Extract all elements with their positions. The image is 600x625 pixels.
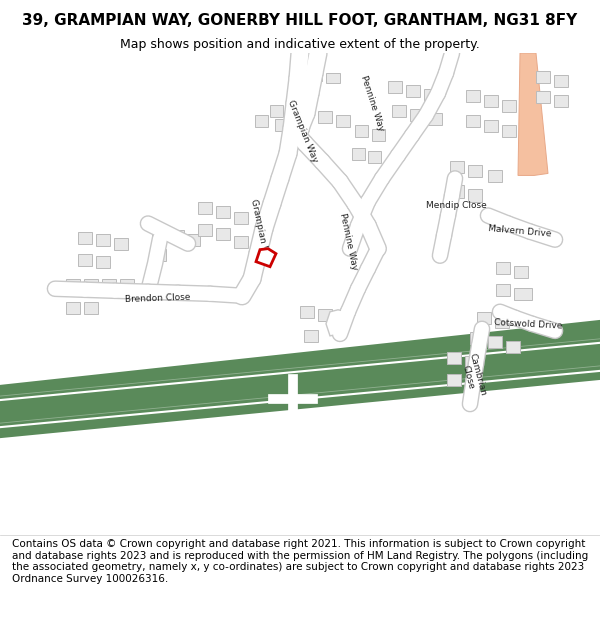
Polygon shape: [424, 89, 438, 101]
Polygon shape: [326, 73, 340, 83]
Text: Pennine Way: Pennine Way: [359, 74, 385, 132]
Polygon shape: [450, 186, 464, 198]
Text: Mendip Close: Mendip Close: [425, 201, 487, 210]
Polygon shape: [488, 171, 502, 182]
Polygon shape: [484, 95, 498, 108]
Text: Map shows position and indicative extent of the property.: Map shows position and indicative extent…: [120, 38, 480, 51]
Polygon shape: [114, 238, 128, 249]
Polygon shape: [294, 113, 307, 125]
Polygon shape: [84, 279, 98, 291]
Polygon shape: [468, 189, 482, 201]
Polygon shape: [304, 330, 318, 342]
Polygon shape: [300, 306, 314, 318]
Polygon shape: [470, 332, 484, 344]
Polygon shape: [506, 341, 520, 353]
Polygon shape: [336, 312, 350, 325]
Polygon shape: [308, 71, 322, 81]
Polygon shape: [496, 262, 510, 274]
Polygon shape: [502, 125, 516, 138]
Polygon shape: [468, 166, 482, 177]
Polygon shape: [502, 100, 516, 112]
Polygon shape: [326, 310, 348, 336]
Polygon shape: [318, 309, 332, 321]
Polygon shape: [465, 356, 479, 368]
Polygon shape: [488, 336, 502, 348]
Polygon shape: [428, 113, 442, 125]
Polygon shape: [216, 206, 230, 217]
Polygon shape: [450, 161, 464, 173]
Polygon shape: [368, 151, 381, 163]
Text: 39, GRAMPIAN WAY, GONERBY HILL FOOT, GRANTHAM, NG31 8FY: 39, GRAMPIAN WAY, GONERBY HILL FOOT, GRA…: [22, 13, 578, 28]
Polygon shape: [120, 279, 134, 291]
Polygon shape: [216, 228, 230, 239]
Text: Malvern Drive: Malvern Drive: [488, 224, 552, 239]
Polygon shape: [466, 90, 480, 103]
Text: Brendon Close: Brendon Close: [125, 293, 191, 304]
Polygon shape: [352, 148, 365, 161]
Text: Contains OS data © Crown copyright and database right 2021. This information is : Contains OS data © Crown copyright and d…: [12, 539, 588, 584]
Polygon shape: [270, 105, 283, 118]
Polygon shape: [170, 229, 184, 242]
Polygon shape: [484, 120, 498, 132]
Polygon shape: [293, 75, 306, 85]
Polygon shape: [198, 224, 212, 236]
Polygon shape: [554, 95, 568, 108]
Text: Pennine Way: Pennine Way: [338, 213, 358, 271]
Text: Cambrian
Close: Cambrian Close: [458, 352, 488, 399]
Polygon shape: [372, 129, 385, 141]
Polygon shape: [410, 109, 424, 121]
Polygon shape: [102, 279, 116, 291]
Polygon shape: [536, 91, 550, 103]
Polygon shape: [388, 81, 402, 93]
Polygon shape: [84, 302, 98, 314]
Polygon shape: [477, 312, 491, 324]
Polygon shape: [96, 234, 110, 246]
Polygon shape: [392, 105, 406, 118]
Polygon shape: [255, 115, 268, 128]
Polygon shape: [152, 249, 166, 261]
Polygon shape: [234, 211, 248, 224]
Polygon shape: [66, 279, 80, 291]
Polygon shape: [78, 232, 92, 244]
Text: Grampian Way: Grampian Way: [248, 198, 271, 265]
Polygon shape: [0, 319, 600, 439]
Polygon shape: [66, 302, 80, 314]
Polygon shape: [447, 374, 461, 386]
Polygon shape: [518, 53, 548, 176]
Polygon shape: [406, 85, 420, 98]
Polygon shape: [355, 125, 368, 138]
Polygon shape: [466, 115, 480, 128]
Polygon shape: [96, 256, 110, 268]
Polygon shape: [554, 75, 568, 88]
Polygon shape: [78, 254, 92, 266]
Polygon shape: [495, 316, 509, 328]
Polygon shape: [198, 201, 212, 214]
Polygon shape: [256, 249, 276, 267]
Polygon shape: [318, 111, 332, 123]
Polygon shape: [465, 378, 479, 390]
Polygon shape: [336, 115, 350, 128]
Polygon shape: [536, 71, 550, 83]
Polygon shape: [152, 226, 166, 238]
Polygon shape: [514, 266, 528, 278]
Polygon shape: [514, 288, 532, 300]
Text: Grampian Way: Grampian Way: [286, 99, 320, 164]
Text: Cotswold Drive: Cotswold Drive: [494, 318, 562, 330]
Polygon shape: [275, 119, 288, 131]
Polygon shape: [496, 284, 510, 296]
Polygon shape: [447, 352, 461, 364]
Polygon shape: [186, 234, 200, 246]
Polygon shape: [234, 236, 248, 248]
